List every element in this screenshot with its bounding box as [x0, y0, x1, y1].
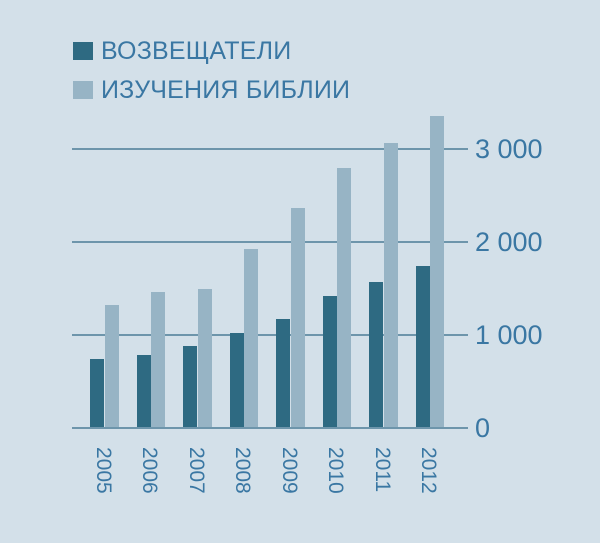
bar-publishers-2005 [90, 359, 104, 427]
y-tick-2000: 2 000 [475, 227, 543, 257]
gridline-1000 [72, 334, 468, 336]
bar-publishers-2010 [322, 295, 337, 427]
bar-bible-studies-2008 [244, 249, 258, 427]
bar-publishers-2008 [229, 333, 244, 427]
x-tick-2005: 2005 [92, 447, 115, 494]
legend-swatch-dark [73, 42, 93, 60]
bar-bible-studies-2005 [104, 305, 119, 427]
y-tick-3000: 3 000 [475, 134, 543, 164]
bar-publishers-2011 [369, 281, 383, 427]
bar-publishers-2012 [415, 266, 430, 427]
bar-bible-studies-2011 [383, 143, 398, 427]
legend-item-bible-studies: ИЗУЧЕНИЯ БИБЛИИ [73, 75, 350, 105]
gridline-2000 [72, 241, 468, 243]
x-tick-2008: 2008 [231, 447, 254, 494]
baseline [72, 427, 468, 429]
legend-label: ИЗУЧЕНИЯ БИБЛИИ [101, 75, 351, 104]
x-tick-2010: 2010 [324, 447, 347, 494]
legend-label: ВОЗВЕЩАТЕЛИ [101, 36, 292, 65]
bar-bible-studies-2009 [290, 208, 305, 427]
bar-publishers-2009 [276, 319, 290, 427]
x-tick-2011: 2011 [371, 447, 394, 493]
legend-swatch-light [73, 81, 93, 99]
x-tick-2009: 2009 [278, 447, 301, 494]
bar-bible-studies-2012 [430, 116, 444, 427]
bar-bible-studies-2010 [337, 168, 351, 427]
bar-publishers-2007 [183, 346, 197, 427]
chart-legend: ВОЗВЕЩАТЕЛИ ИЗУЧЕНИЯ БИБЛИИ [73, 36, 350, 114]
x-tick-2006: 2006 [138, 447, 161, 494]
y-tick-0: 0 [475, 413, 491, 443]
legend-item-publishers: ВОЗВЕЩАТЕЛИ [73, 36, 350, 66]
y-tick-1000: 1 000 [475, 320, 543, 350]
gridline-3000 [72, 148, 468, 150]
x-tick-2012: 2012 [417, 447, 440, 494]
x-tick-2007: 2007 [185, 447, 208, 494]
bar-bible-studies-2007 [197, 289, 212, 427]
bar-publishers-2006 [136, 354, 151, 427]
bar-bible-studies-2006 [151, 292, 165, 427]
